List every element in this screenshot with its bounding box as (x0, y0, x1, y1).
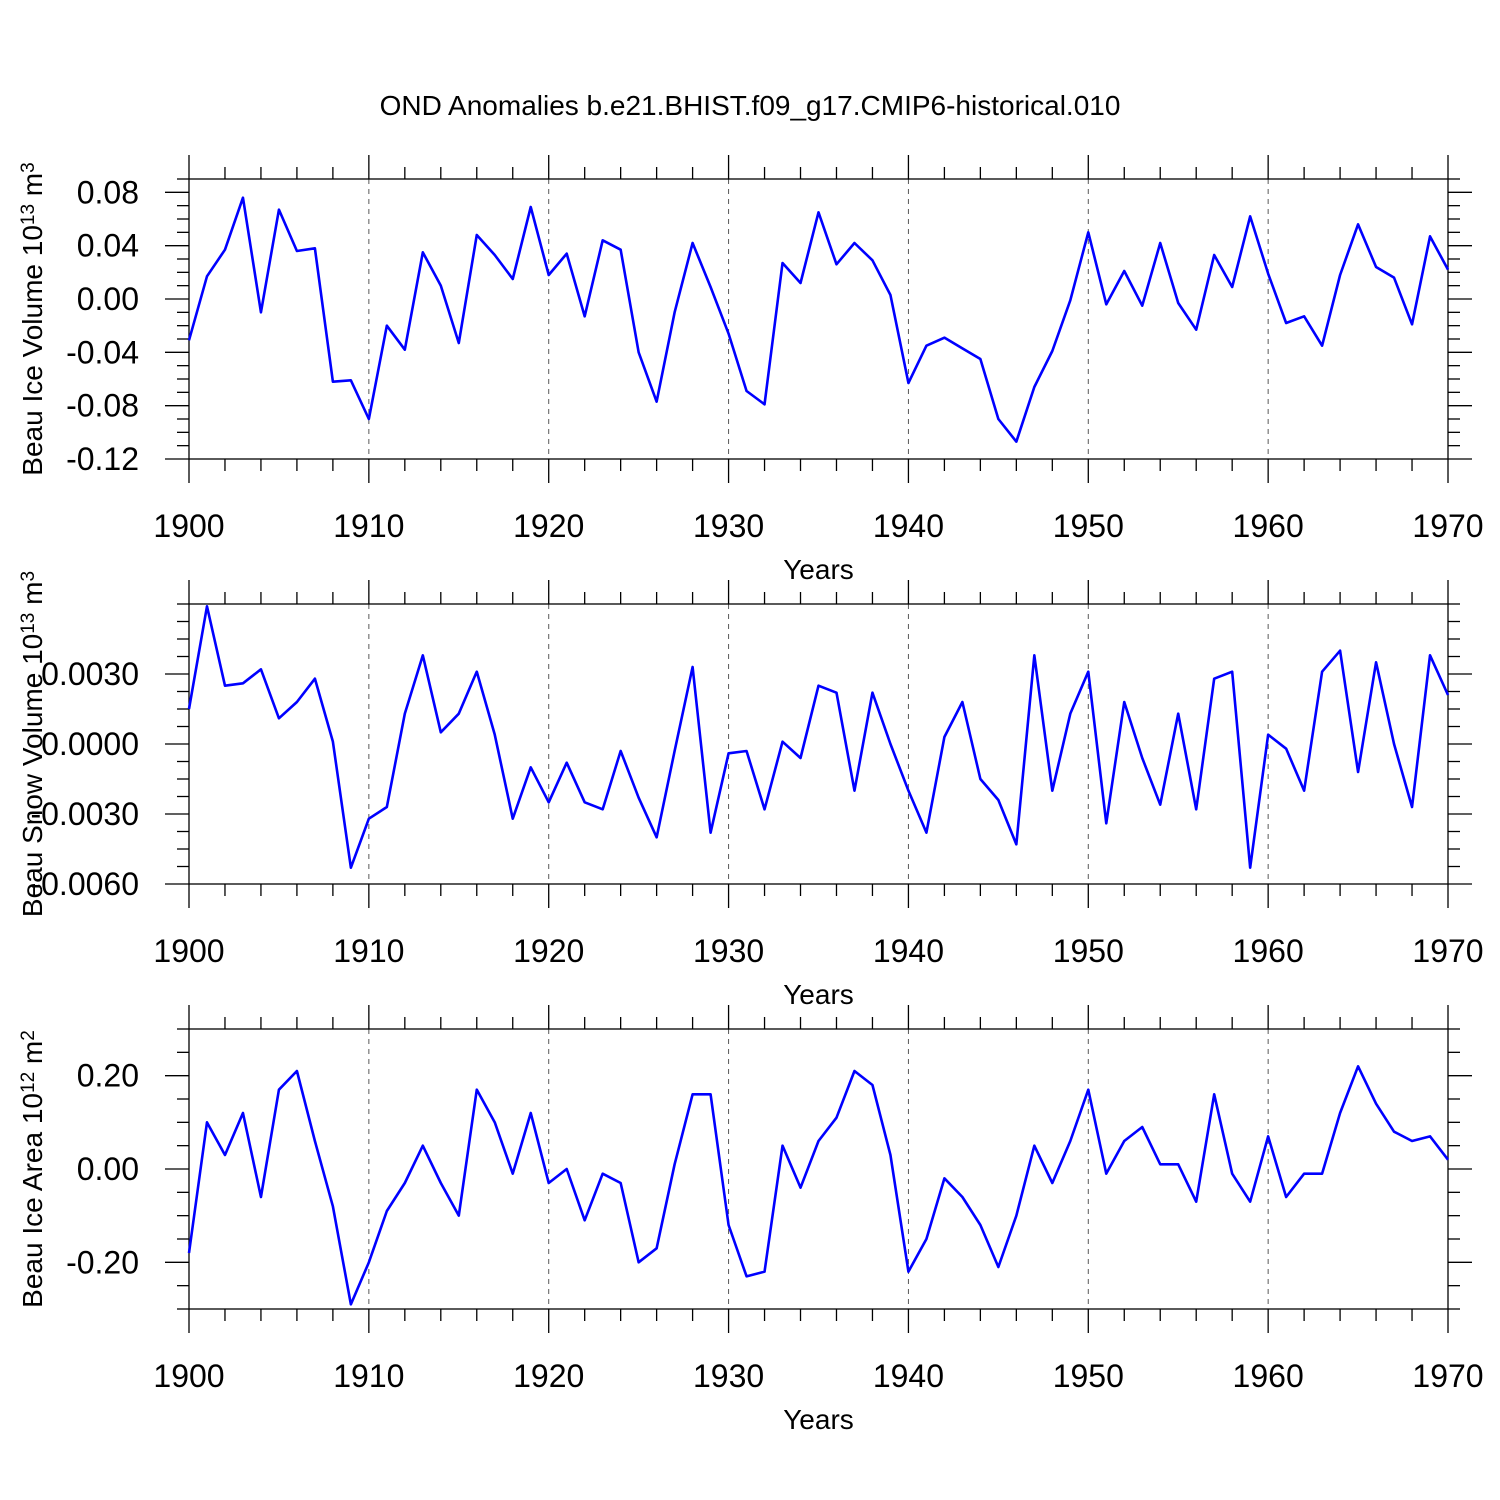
y-tick-label: -0.20 (66, 1244, 139, 1280)
x-tick-label: 1910 (333, 933, 404, 969)
y-tick-label: 0.08 (77, 174, 139, 210)
x-tick-label: 1910 (333, 508, 404, 544)
panel-1: 1900 1910 1920 1930 1940 1950 1960 1970 -0.12 -0.… (17, 155, 1484, 585)
y-tick-label: 0.04 (77, 228, 139, 264)
x-tick-label: 1940 (873, 508, 944, 544)
y-axis-title-unit-exponent: 3 (18, 162, 39, 173)
x-tick-label: 1900 (153, 1358, 224, 1394)
plot-frame (188, 603, 1449, 885)
y-axis-title-text: Beau Ice Area 10 (17, 1093, 48, 1308)
x-axis-title: Years (783, 554, 854, 585)
x-tick-label: 1950 (1053, 933, 1124, 969)
x-tick-label: 1960 (1233, 508, 1304, 544)
y-axis-title-exponent: 13 (18, 613, 39, 634)
x-tick-label: 1900 (153, 933, 224, 969)
y-axis-title-unit: m (17, 582, 48, 613)
figure-title: OND Anomalies b.e21.BHIST.f09_g17.CMIP6-… (380, 90, 1121, 121)
x-tick-label: 1960 (1233, 1358, 1304, 1394)
series-line (187, 1065, 1450, 1306)
x-tick-label: 1950 (1053, 508, 1124, 544)
x-tick-label: 1970 (1412, 1358, 1483, 1394)
y-axis-title: Beau Ice Volume 1013 m3 (17, 162, 48, 475)
y-axis-title: Beau Ice Area 1012 m2 (17, 1030, 48, 1308)
series-line (187, 605, 1450, 869)
y-axis-title: Beau Snow Volume 1013 m3 (17, 571, 48, 917)
y-tick-label: 0.00 (77, 1151, 139, 1187)
y-axis-title-unit: m (17, 173, 48, 204)
x-tick-label: 1970 (1412, 933, 1483, 969)
series-line (187, 196, 1450, 443)
x-tick-label: 1910 (333, 1358, 404, 1394)
x-axis-title: Years (783, 979, 854, 1010)
y-tick-label: -0.0060 (30, 866, 139, 902)
y-tick-label: -0.12 (66, 441, 139, 477)
y-axis-title-text: Beau Ice Volume 10 (17, 225, 48, 476)
y-axis-title-unit-exponent: 2 (18, 1030, 39, 1041)
x-tick-label: 1950 (1053, 1358, 1124, 1394)
plot-frame (188, 178, 1449, 460)
x-tick-label: 1970 (1412, 508, 1483, 544)
x-tick-label: 1960 (1233, 933, 1304, 969)
x-tick-label: 1930 (693, 933, 764, 969)
y-axis-title-exponent: 12 (18, 1072, 39, 1093)
y-tick-label: 0.00 (77, 281, 139, 317)
y-tick-label: -0.08 (66, 388, 139, 424)
y-axis-title-unit-exponent: 3 (18, 571, 39, 582)
y-tick-label: 0.20 (77, 1058, 139, 1094)
x-tick-label: 1920 (513, 933, 584, 969)
x-tick-label: 1900 (153, 508, 224, 544)
panel-3: 1900 1910 1920 1930 1940 1950 1960 1970 -0.20 0.0… (17, 1005, 1484, 1435)
x-tick-label: 1920 (513, 1358, 584, 1394)
y-tick-label: 0.0030 (41, 656, 139, 692)
y-tick-label: 0.0000 (41, 726, 139, 762)
y-axis-title-exponent: 13 (18, 204, 39, 225)
x-tick-label: 1940 (873, 1358, 944, 1394)
y-axis-title-unit: m (17, 1041, 48, 1072)
y-tick-label: -0.04 (66, 334, 139, 370)
x-axis-title: Years (783, 1404, 854, 1435)
x-tick-label: 1920 (513, 508, 584, 544)
y-axis-title-text: Beau Snow Volume 10 (17, 634, 48, 917)
x-tick-label: 1930 (693, 1358, 764, 1394)
y-tick-label: -0.0030 (30, 796, 139, 832)
x-tick-label: 1940 (873, 933, 944, 969)
panel-2: 1900 1910 1920 1930 1940 1950 1960 1970 -0.0060 -… (17, 571, 1484, 1010)
x-tick-label: 1930 (693, 508, 764, 544)
